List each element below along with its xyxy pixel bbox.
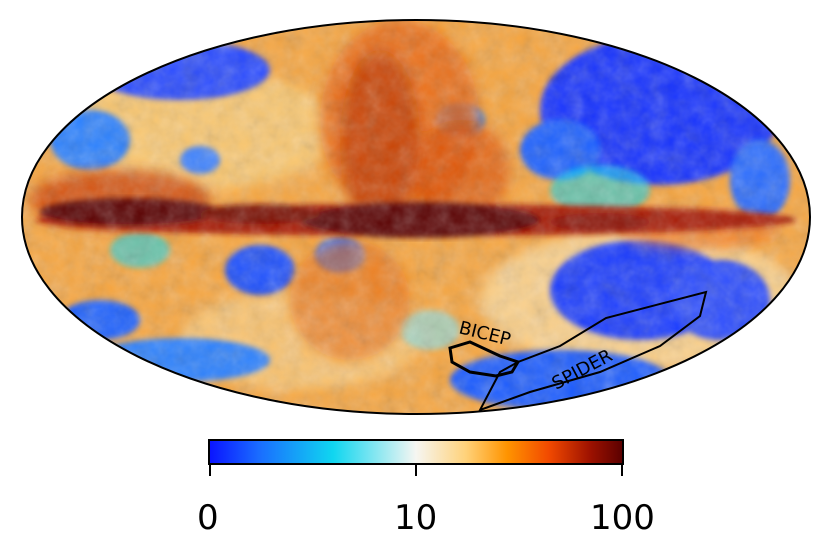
map-outline bbox=[21, 19, 811, 415]
colorbar-tick-label: 10 bbox=[394, 498, 438, 538]
colorbar bbox=[208, 439, 624, 465]
spider-region-outline bbox=[477, 290, 708, 412]
bicep-region-outline bbox=[448, 340, 521, 378]
colorbar-tick-label: 100 bbox=[590, 498, 655, 538]
colorbar-tick-label: 0 bbox=[197, 498, 219, 538]
